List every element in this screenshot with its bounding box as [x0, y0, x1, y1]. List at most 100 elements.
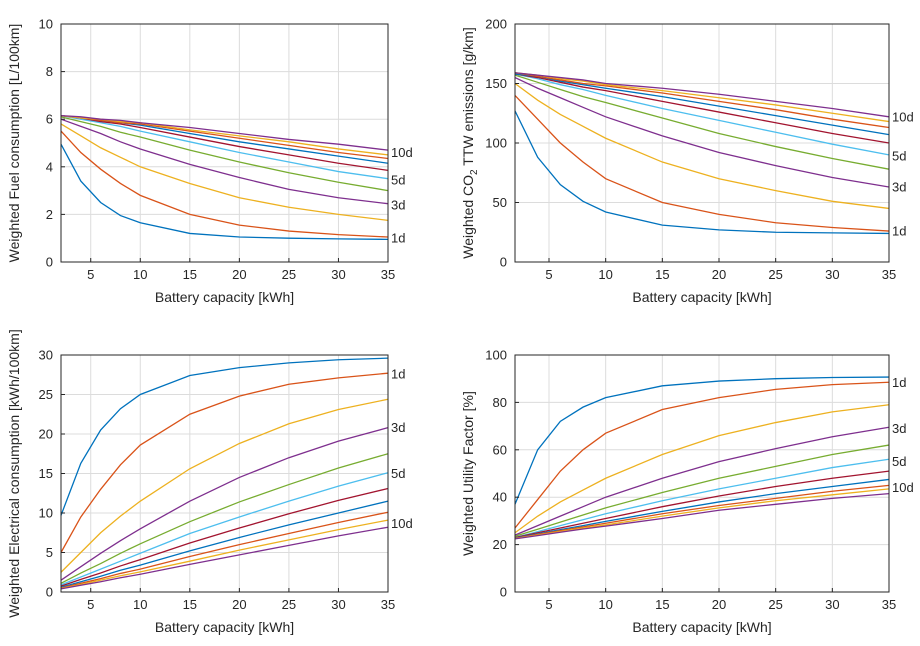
- series-label-3d: 3d: [391, 420, 405, 435]
- series-line-5: [514, 74, 890, 170]
- series-line-9: [60, 511, 389, 589]
- series-line-2: [60, 130, 389, 238]
- y-tick-label: 50: [493, 195, 507, 210]
- y-axis-title: Weighted Fuel consumption [L/100km]: [6, 24, 22, 263]
- chart-panel-1: 5 10 15 20 25 30 35 0 2 4 6 8 10 Battery capacity [kW…: [6, 17, 413, 306]
- series-line-10: [514, 72, 890, 123]
- series-line-6: [60, 114, 389, 180]
- x-tick-label: 30: [825, 597, 839, 612]
- series-line-3: [514, 404, 890, 534]
- x-tick-label: 5: [87, 597, 94, 612]
- series-line-1: [514, 110, 890, 235]
- x-tick-label: 15: [183, 597, 197, 612]
- series-label-1d: 1d: [391, 231, 405, 246]
- x-axis-title: Battery capacity [kWh]: [632, 619, 771, 635]
- series-line-4: [514, 76, 890, 188]
- series-label-5d: 5d: [391, 172, 405, 187]
- series-line-9: [514, 484, 890, 540]
- x-tick-label: 30: [825, 267, 839, 282]
- x-tick-label: 30: [331, 267, 345, 282]
- series-line-7: [514, 470, 890, 539]
- x-tick-label: 5: [545, 267, 552, 282]
- series-line-5: [60, 116, 389, 192]
- series-label-3d: 3d: [391, 197, 405, 212]
- y-tick-label: 20: [493, 537, 507, 552]
- x-tick-label: 15: [655, 267, 669, 282]
- x-tick-label: 25: [282, 597, 296, 612]
- x-tick-label: 30: [331, 597, 345, 612]
- chart-panel-3: 5 10 15 20 25 30 35 0 5 10 15 20 25 30 Battery capacit…: [6, 329, 413, 635]
- series-line-6: [60, 472, 389, 586]
- series-label-10d: 10d: [391, 145, 413, 160]
- series-label-1d: 1d: [391, 366, 405, 381]
- series-line-7: [60, 487, 389, 587]
- y-tick-label: 30: [39, 348, 53, 363]
- y-tick-label: 20: [39, 427, 53, 442]
- x-tick-label: 15: [655, 597, 669, 612]
- series-label-1d: 1d: [892, 375, 906, 390]
- y-tick-label: 0: [500, 255, 507, 270]
- x-tick-label: 15: [183, 267, 197, 282]
- series-line-4: [60, 427, 389, 581]
- x-axis-title: Battery capacity [kWh]: [632, 289, 771, 305]
- y-tick-label: 10: [39, 17, 53, 32]
- x-tick-label: 10: [598, 267, 612, 282]
- y-tick-label: 0: [500, 585, 507, 600]
- y-tick-label: 4: [46, 159, 53, 174]
- chart-panel-2: 5 10 15 20 25 30 35 0 50 100 150 200 Battery capacit…: [460, 17, 914, 306]
- series-line-11: [60, 114, 389, 151]
- series-line-11: [60, 526, 389, 590]
- series-label-10d: 10d: [892, 109, 914, 124]
- y-tick-label: 0: [46, 585, 53, 600]
- series-line-11: [514, 72, 890, 118]
- series-line-10: [60, 519, 389, 590]
- y-tick-label: 80: [493, 395, 507, 410]
- y-tick-label: 8: [46, 64, 53, 79]
- x-axis-title: Battery capacity [kWh]: [155, 619, 294, 635]
- axes-frame: [514, 354, 890, 593]
- series-line-3: [514, 82, 890, 210]
- y-axis-title: Weighted Utility Factor [%]: [460, 391, 476, 556]
- series-line-1: [60, 143, 389, 241]
- series-line-6: [514, 458, 890, 539]
- series-line-6: [514, 73, 890, 156]
- axes-frame: [60, 23, 389, 263]
- series-line-4: [514, 426, 890, 536]
- x-tick-label: 35: [882, 597, 896, 612]
- y-tick-label: 15: [39, 466, 53, 481]
- y-tick-label: 25: [39, 387, 53, 402]
- series-line-9: [514, 72, 890, 129]
- series-line-1: [60, 357, 389, 516]
- series-line-2: [60, 372, 389, 553]
- x-tick-label: 20: [232, 597, 246, 612]
- y-tick-label: 2: [46, 207, 53, 222]
- y-axis-title: Weighted CO2 TTW emissions [g/km]: [460, 27, 480, 258]
- x-tick-label: 35: [381, 267, 395, 282]
- y-tick-label: 0: [46, 255, 53, 270]
- series-line-5: [60, 453, 389, 584]
- x-tick-label: 20: [712, 597, 726, 612]
- x-axis-title: Battery capacity [kWh]: [155, 289, 294, 305]
- series-label-1d: 1d: [892, 224, 906, 239]
- series-line-7: [514, 73, 890, 144]
- x-tick-label: 5: [545, 597, 552, 612]
- x-tick-label: 10: [133, 267, 147, 282]
- y-tick-label: 5: [46, 545, 53, 560]
- series-label-3d: 3d: [892, 421, 906, 436]
- series-line-1: [514, 376, 890, 505]
- series-line-3: [60, 398, 389, 573]
- series-label-10d: 10d: [892, 480, 914, 495]
- chart-panel-4: 5 10 15 20 25 30 35 0 20 40 60 80 100 Battery capacit…: [460, 348, 914, 636]
- y-axis-title: Weighted Electrical consumption [kWh/100…: [6, 329, 22, 617]
- x-tick-label: 35: [381, 597, 395, 612]
- x-tick-label: 25: [282, 267, 296, 282]
- y-tick-label: 40: [493, 490, 507, 505]
- x-tick-label: 20: [712, 267, 726, 282]
- y-tick-label: 60: [493, 442, 507, 457]
- y-tick-label: 100: [485, 348, 507, 363]
- x-tick-label: 20: [232, 267, 246, 282]
- series-line-11: [514, 492, 890, 540]
- x-tick-label: 10: [133, 597, 147, 612]
